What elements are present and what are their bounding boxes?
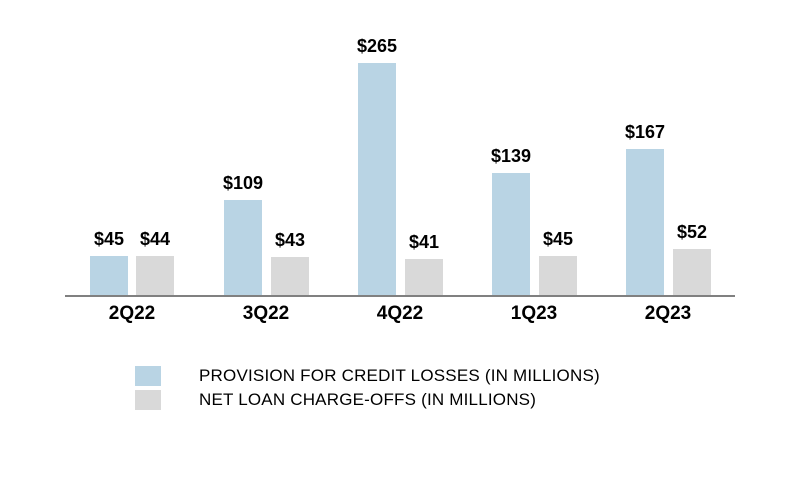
bar-provision-1q23 — [491, 173, 530, 295]
x-axis-labels: 2Q22 3Q22 4Q22 1Q23 2Q23 — [65, 303, 735, 325]
bar-column-chargeoffs-2q23: $52 — [673, 222, 712, 295]
bar-column-chargeoffs-4q22: $41 — [405, 232, 444, 295]
bar-column-provision-1q23: $139 — [491, 146, 531, 295]
bar-chargeoffs-1q23 — [539, 256, 578, 295]
bar-column-provision-4q22: $265 — [357, 36, 397, 295]
bar-provision-2q23 — [625, 149, 664, 295]
legend-label-chargeoffs: NET LOAN CHARGE-OFFS (IN MILLIONS) — [199, 390, 537, 409]
bar-value-label-chargeoffs-2q23: $52 — [676, 222, 708, 242]
x-axis-label-4q22: 4Q22 — [376, 303, 424, 324]
bar-value-label-provision-4q22: $265 — [356, 36, 398, 56]
legend-item-provision: PROVISION FOR CREDIT LOSSES (IN MILLIONS… — [135, 366, 600, 386]
bar-group-3q22: $109 $43 — [199, 5, 333, 295]
bar-provision-4q22 — [357, 63, 396, 295]
bar-value-label-chargeoffs-1q23: $45 — [542, 229, 574, 249]
bar-column-chargeoffs-1q23: $45 — [539, 229, 578, 295]
legend: PROVISION FOR CREDIT LOSSES (IN MILLIONS… — [135, 366, 600, 410]
bar-column-chargeoffs-3q22: $43 — [271, 230, 310, 295]
bar-group-1q23: $139 $45 — [467, 5, 601, 295]
bar-group-2q22: $45 $44 — [65, 5, 199, 295]
bar-value-label-provision-2q23: $167 — [624, 122, 666, 142]
bar-column-provision-2q23: $167 — [625, 122, 665, 295]
bar-value-label-provision-1q23: $139 — [490, 146, 532, 166]
x-axis-label-2q23: 2Q23 — [644, 303, 692, 324]
x-axis-label-3q22: 3Q22 — [242, 303, 290, 324]
bar-chargeoffs-2q23 — [673, 249, 712, 295]
bar-chargeoffs-3q22 — [271, 257, 310, 295]
bar-chargeoffs-4q22 — [405, 259, 444, 295]
x-axis-label-1q23: 1Q23 — [510, 303, 558, 324]
bar-column-provision-3q22: $109 — [223, 173, 263, 295]
legend-item-chargeoffs: NET LOAN CHARGE-OFFS (IN MILLIONS) — [135, 390, 600, 410]
bar-value-label-chargeoffs-2q22: $44 — [139, 229, 171, 249]
bar-group-4q22: $265 $41 — [333, 5, 467, 295]
legend-swatch-chargeoffs — [135, 390, 161, 410]
legend-label-provision: PROVISION FOR CREDIT LOSSES (IN MILLIONS… — [199, 366, 600, 385]
bar-column-chargeoffs-2q22: $44 — [136, 229, 174, 295]
bar-value-label-provision-2q22: $45 — [93, 229, 125, 249]
bar-provision-3q22 — [223, 200, 262, 295]
bar-column-provision-2q22: $45 — [90, 229, 128, 295]
legend-swatch-provision — [135, 366, 161, 386]
bar-chargeoffs-2q22 — [136, 256, 174, 295]
bar-provision-2q22 — [90, 256, 128, 295]
bar-value-label-chargeoffs-3q22: $43 — [274, 230, 306, 250]
bar-value-label-chargeoffs-4q22: $41 — [408, 232, 440, 252]
plot-area: $45 $44 $109 $43 $265 $41 $139 $45 $167 $52 — [65, 5, 735, 297]
x-axis-label-2q22: 2Q22 — [108, 303, 156, 324]
bar-value-label-provision-3q22: $109 — [222, 173, 264, 193]
bar-group-2q23: $167 $52 — [601, 5, 735, 295]
